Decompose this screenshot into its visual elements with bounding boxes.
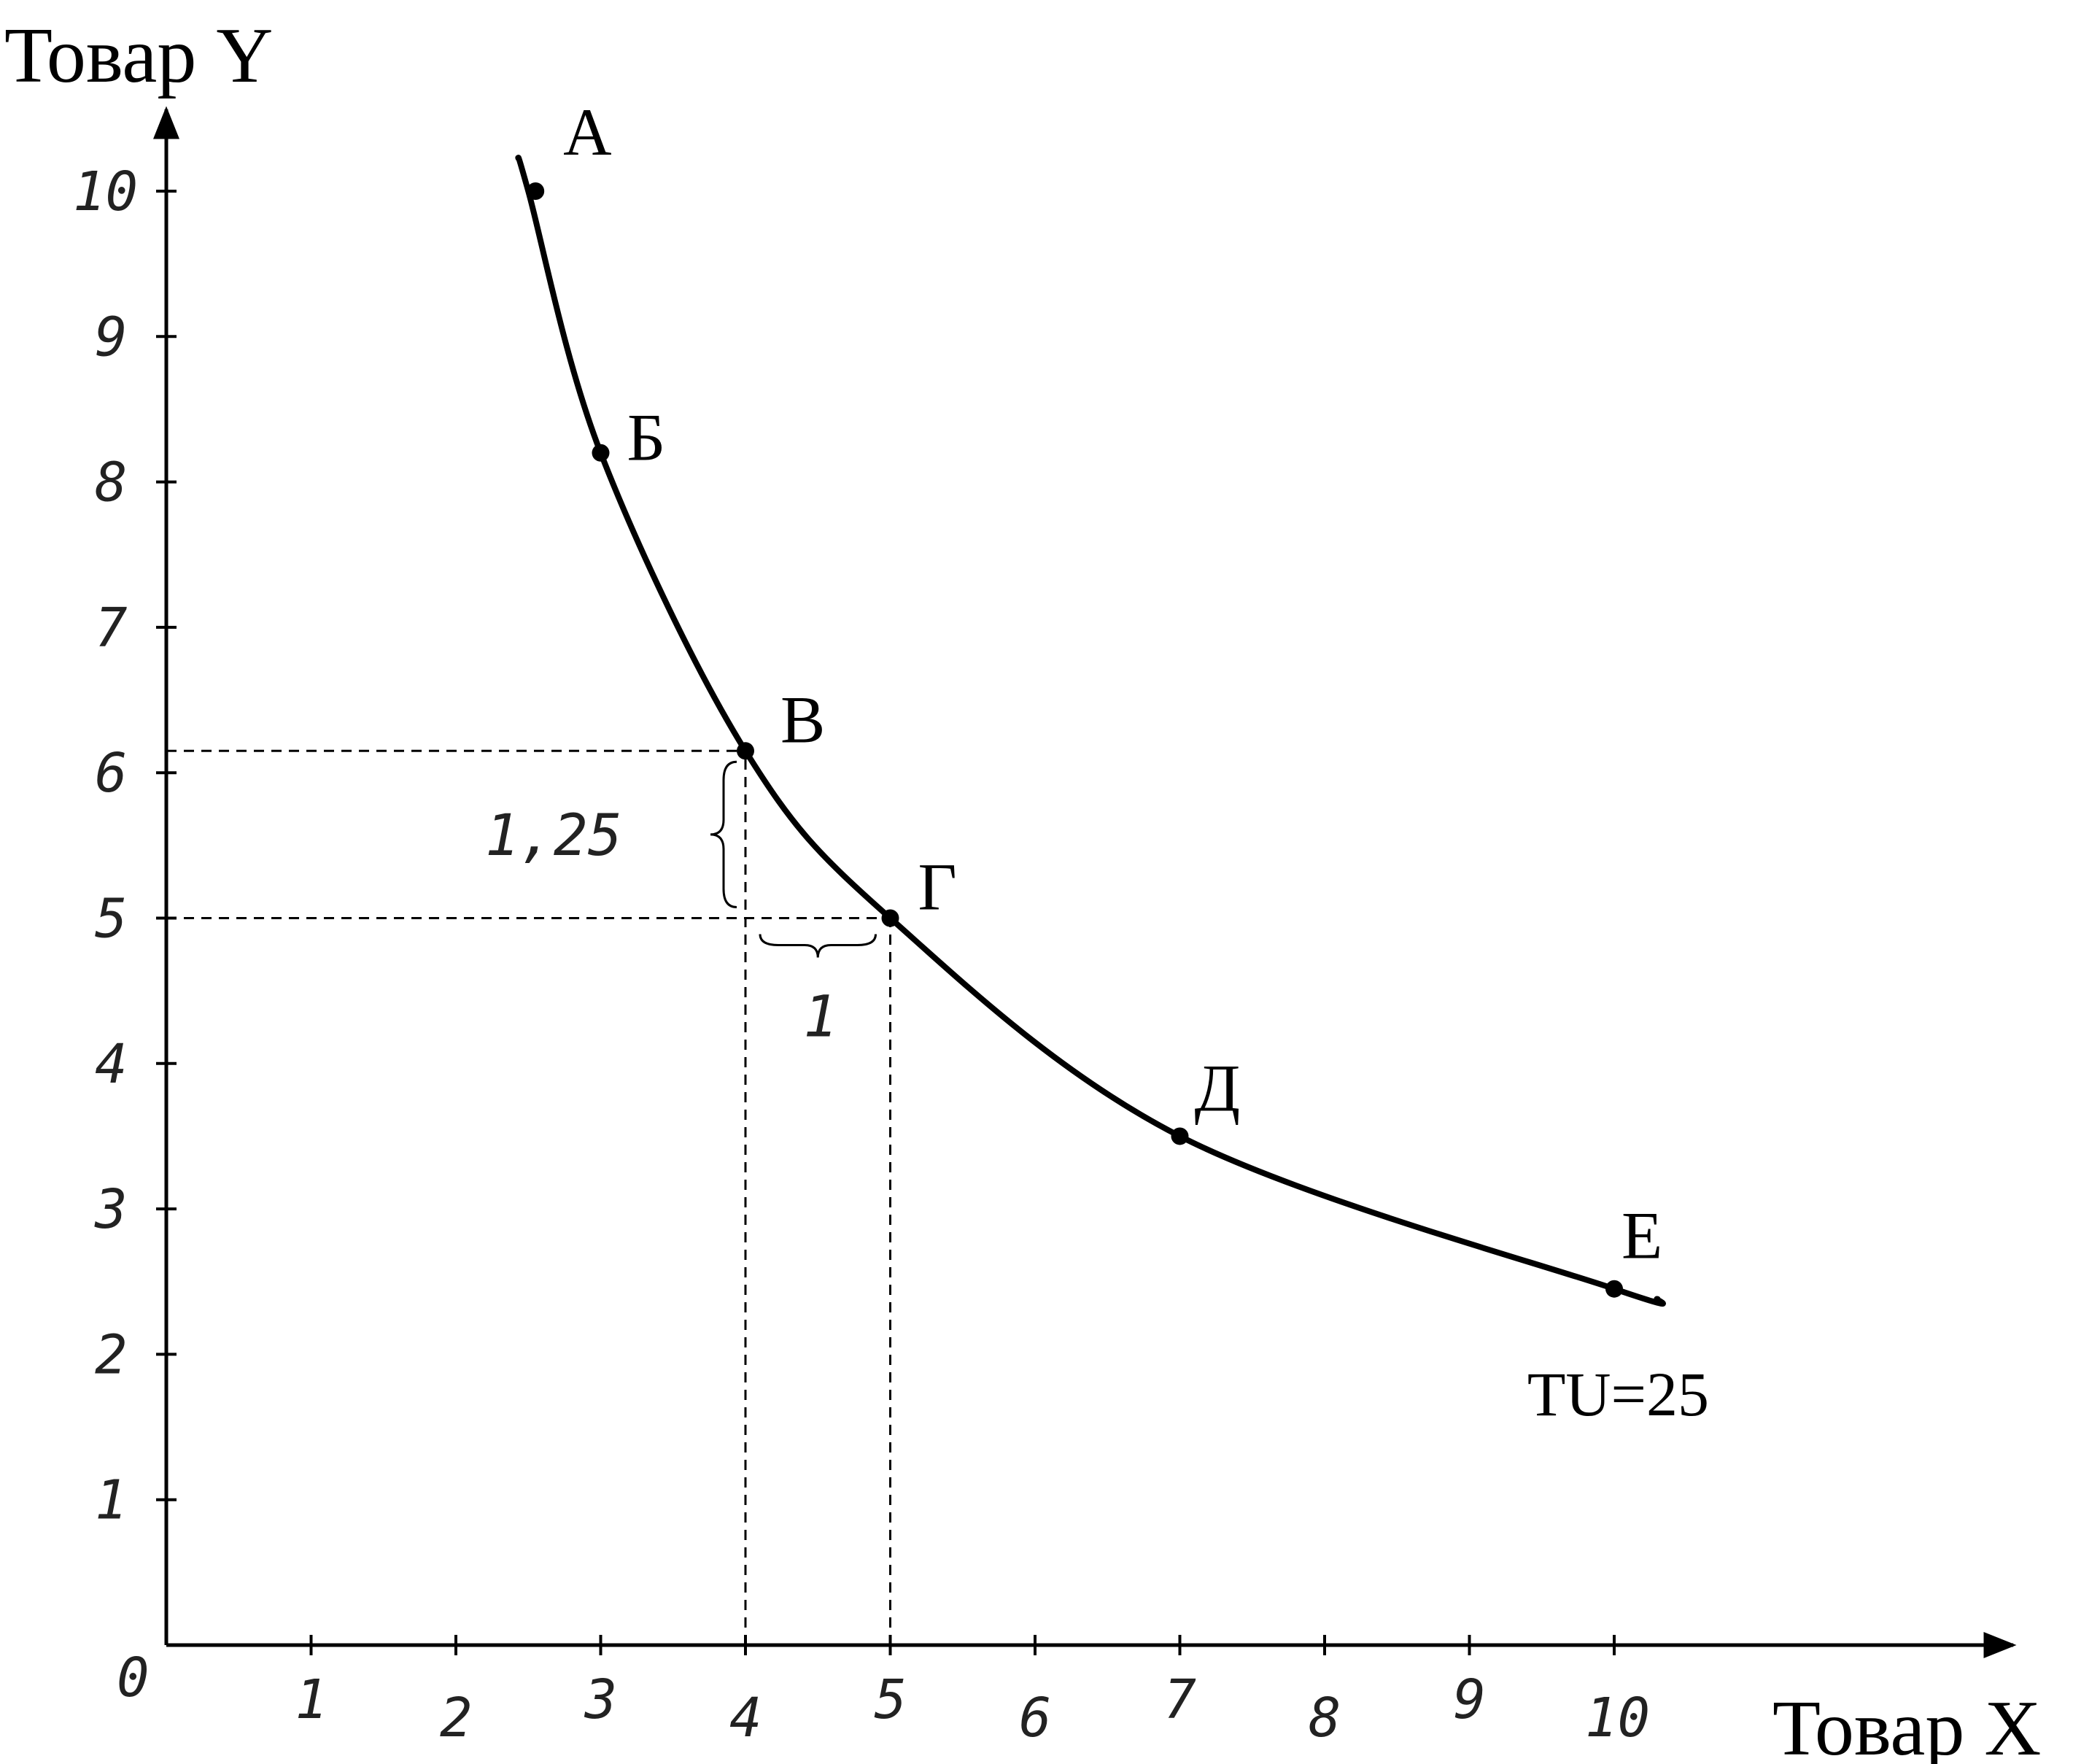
point-5 (1171, 1127, 1189, 1145)
point-6 (1605, 1280, 1623, 1298)
x-tick-label: 8 (1309, 1687, 1341, 1749)
y-tick-label: 5 (95, 888, 128, 951)
point-label: Б (627, 401, 666, 475)
point-2 (592, 444, 610, 462)
x-tick-label: 5 (875, 1668, 907, 1731)
delta-x-label: 1 (803, 985, 837, 1051)
x-tick-label: 6 (1019, 1687, 1052, 1749)
x-tick-label: 1 (295, 1668, 328, 1731)
x-tick-label: 7 (1164, 1668, 1197, 1731)
point-label: А (563, 95, 611, 169)
y-tick-label: 2 (95, 1323, 128, 1386)
x-tick-label: 2 (440, 1687, 473, 1749)
series-layer: А Б В Г Д Е TU=25 (515, 95, 1709, 1429)
point-3 (737, 742, 754, 760)
point-label: Е (1622, 1199, 1662, 1273)
y-tick-label: 3 (94, 1178, 128, 1241)
x-tick-label: 9 (1454, 1668, 1487, 1731)
y-tick-label: 10 (73, 160, 138, 223)
y-tick-label: 9 (95, 306, 128, 368)
annotation-layer: 1,25 1 (485, 760, 877, 1051)
point-label: Д (1195, 1051, 1241, 1125)
delta-y-brace (710, 760, 737, 908)
y-axis-title: Товар Y (4, 12, 273, 99)
x-axis-title: Товар X (1772, 1685, 2041, 1764)
y-tick-label: 4 (95, 1033, 128, 1096)
x-tick-label: 4 (729, 1687, 762, 1749)
y-tick-label: 8 (95, 452, 128, 514)
curve-label: TU=25 (1527, 1359, 1709, 1429)
point-4 (881, 909, 899, 927)
point-1 (527, 182, 545, 200)
axes (153, 106, 2017, 1658)
delta-y-label: 1,25 (485, 803, 622, 869)
dashed-guide-lines (166, 749, 891, 1645)
point-label: Г (918, 850, 957, 924)
y-tick-label: 6 (95, 742, 128, 805)
indifference-curve (515, 155, 1666, 1307)
origin-label: 0 (117, 1647, 150, 1709)
point-label: В (780, 682, 825, 757)
delta-x-brace (759, 934, 877, 958)
x-tick-label: 10 (1585, 1687, 1650, 1749)
y-tick-label: 1 (95, 1469, 128, 1532)
y-tick-label: 7 (95, 597, 128, 659)
x-tick-label: 3 (584, 1668, 618, 1731)
